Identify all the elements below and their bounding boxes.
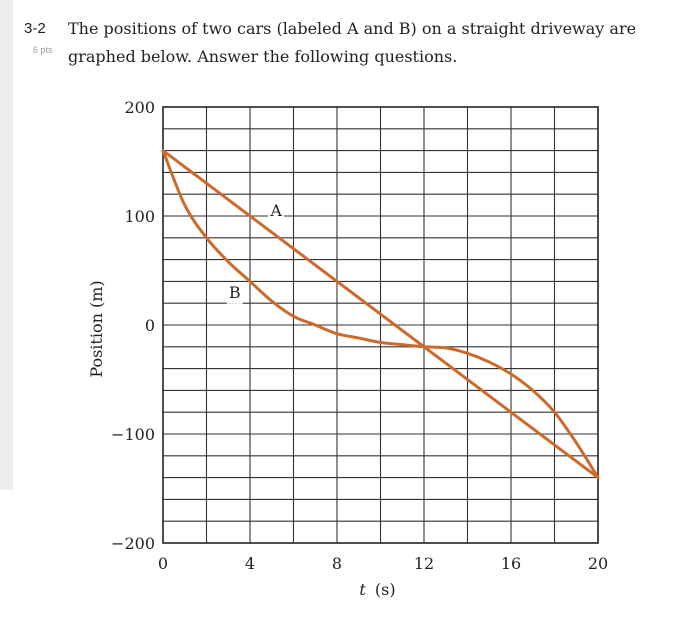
x-axis-label-variable: t bbox=[359, 580, 366, 599]
plot-frame bbox=[162, 106, 599, 544]
x-tick-label: 8 bbox=[332, 554, 342, 573]
chart-grid bbox=[163, 107, 598, 543]
x-tick-label: 16 bbox=[501, 554, 521, 573]
series-label-b: B bbox=[229, 283, 241, 302]
question-points: 6 pts bbox=[33, 45, 53, 55]
series-label-backing bbox=[268, 202, 285, 222]
series-label-a: A bbox=[269, 201, 282, 220]
y-tick-label: 100 bbox=[124, 207, 155, 226]
question-text-line-1: The positions of two cars (labeled A and… bbox=[68, 19, 637, 38]
left-panel-edge bbox=[0, 0, 13, 490]
y-tick-label: 0 bbox=[145, 316, 155, 335]
x-axis-label: t (s) bbox=[359, 580, 395, 599]
question-number: 3-2 bbox=[24, 20, 46, 37]
x-axis-label-unit: (s) bbox=[375, 580, 396, 599]
y-tick-label: −100 bbox=[111, 425, 155, 444]
question-text-line-2: graphed below. Answer the following ques… bbox=[68, 47, 458, 66]
x-tick-label: 4 bbox=[245, 554, 255, 573]
question-page bbox=[13, 0, 700, 623]
series-label-backing bbox=[226, 283, 243, 304]
y-axis-label: Position (m) bbox=[87, 280, 106, 377]
x-tick-label: 0 bbox=[158, 554, 168, 573]
y-tick-labels: 200 100 0 −100 −200 bbox=[111, 98, 155, 553]
x-tick-label: 12 bbox=[414, 554, 434, 573]
x-tick-labels: 0 4 8 12 16 20 bbox=[158, 554, 608, 573]
series-line-a bbox=[161, 149, 600, 480]
y-tick-label: 200 bbox=[124, 98, 155, 117]
x-tick-label: 20 bbox=[588, 554, 608, 573]
y-tick-label: −200 bbox=[111, 534, 155, 553]
chart-series-layer: AB bbox=[161, 149, 600, 480]
series-line-b bbox=[161, 149, 600, 480]
